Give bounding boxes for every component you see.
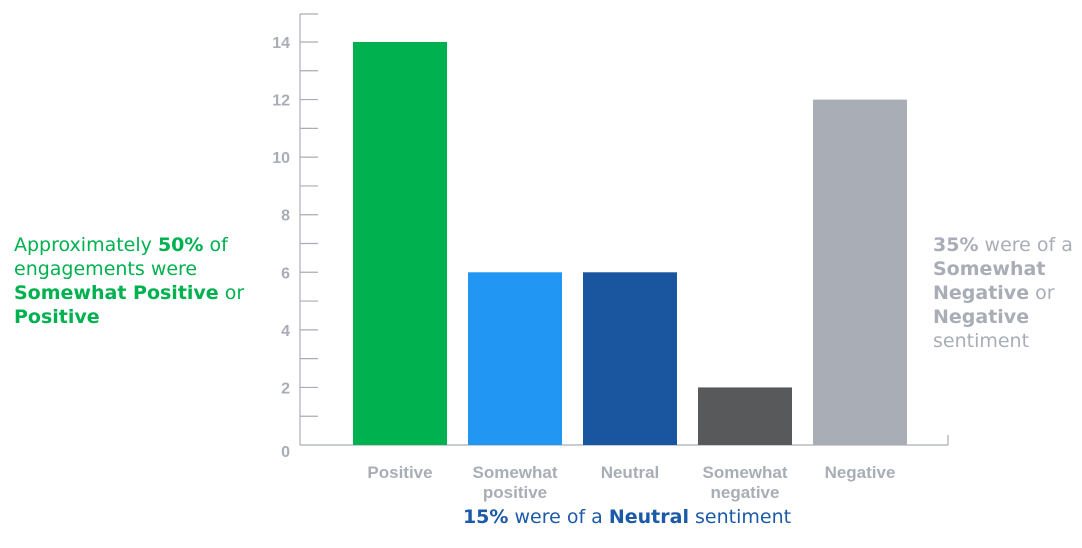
y-tick-label: 8 (281, 208, 290, 225)
bar (813, 99, 907, 446)
bottom-annotation-suffix: sentiment (688, 506, 792, 528)
x-tick-label: Somewhat (472, 463, 557, 482)
y-tick-label: 0 (281, 444, 290, 461)
x-tick-label: Somewhat (702, 463, 787, 482)
y-axis-ticks: 0 2 4 6 8 10 12 14 (272, 35, 318, 461)
y-tick-label: 10 (272, 150, 290, 167)
left-annotation-category-1: Somewhat Positive (14, 282, 219, 304)
bar (353, 42, 447, 445)
bottom-annotation: 15% were of a Neutral sentiment (300, 505, 954, 529)
bar (698, 387, 792, 445)
bars (353, 42, 907, 446)
x-tick-label: Positive (367, 463, 432, 482)
x-tick-label: Negative (825, 463, 896, 482)
y-tick-label: 14 (272, 35, 290, 52)
left-annotation-or: or (218, 282, 245, 304)
bottom-annotation-category: Neutral (608, 506, 689, 528)
right-annotation-text: were of a (978, 234, 1073, 256)
left-annotation-percent: 50% (157, 234, 204, 256)
bottom-annotation-text: were of a (508, 506, 609, 528)
left-annotation: Approximately 50% of engagements were So… (14, 233, 254, 329)
x-tick-label: negative (711, 483, 780, 502)
left-annotation-category-2: Positive (14, 306, 100, 328)
y-tick-label: 12 (272, 93, 290, 110)
right-annotation-suffix: sentiment (933, 330, 1030, 352)
right-annotation-percent: 35% (933, 234, 979, 256)
right-annotation-category-2: Negative (933, 306, 1030, 328)
right-annotation-or: or (1029, 282, 1055, 304)
y-tick-label: 6 (281, 265, 290, 282)
left-annotation-prefix: Approximately (14, 234, 158, 256)
y-tick-label: 2 (281, 380, 290, 397)
left-annotation-text: of engagements were (14, 234, 228, 280)
bar (583, 272, 677, 445)
x-tick-label: Neutral (601, 463, 660, 482)
bottom-annotation-percent: 15% (462, 506, 509, 528)
y-tick-label: 4 (281, 323, 290, 340)
x-tick-label: positive (483, 483, 547, 502)
bar (468, 272, 562, 445)
right-annotation: 35% were of a Somewhat Negative or Negat… (933, 233, 1082, 353)
right-annotation-category-1: Somewhat Negative (933, 258, 1046, 304)
